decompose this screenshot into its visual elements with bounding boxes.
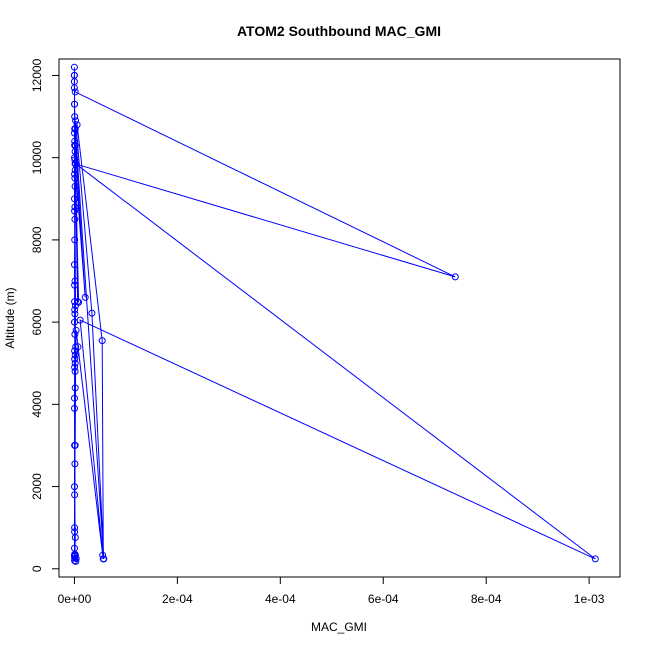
data-point — [71, 154, 78, 162]
y-axis-label: Altitude (m) — [3, 287, 17, 348]
series-layer — [70, 63, 599, 565]
data-point — [591, 555, 599, 563]
data-point — [98, 337, 106, 345]
data-point — [71, 113, 79, 121]
data-point — [88, 309, 96, 317]
data-point — [71, 137, 79, 145]
x-tick-label: 6e-04 — [368, 592, 399, 606]
data-point — [71, 534, 79, 541]
data-point — [71, 261, 78, 269]
data-point — [71, 125, 79, 133]
data-point — [71, 215, 79, 223]
data-point — [72, 302, 79, 310]
y-tick-label: 0 — [30, 565, 44, 572]
data-point — [71, 277, 79, 285]
data-point — [71, 355, 79, 363]
data-point — [71, 351, 79, 359]
data-point — [451, 273, 459, 281]
x-tick-label: 2e-04 — [162, 592, 193, 606]
y-axis: 0 2000 4000 6000 8000 10000 12000 — [30, 58, 59, 572]
data-point — [99, 555, 107, 563]
data-point — [70, 71, 78, 79]
data-point — [71, 483, 78, 491]
data-point — [71, 298, 79, 306]
data-point — [71, 347, 79, 355]
data-point — [71, 394, 78, 402]
data-point — [71, 363, 79, 371]
data-point — [71, 88, 79, 96]
data-point — [71, 550, 79, 558]
data-point — [71, 195, 78, 203]
data-point — [71, 170, 79, 178]
chart-title: ATOM2 Southbound MAC_GMI — [237, 23, 441, 39]
data-point — [71, 141, 79, 149]
data-point — [71, 441, 79, 449]
data-point — [72, 343, 80, 351]
y-tick-label: 8000 — [30, 226, 44, 253]
data-point — [71, 207, 79, 215]
data-point — [71, 367, 79, 375]
x-axis-label: MAC_GMI — [311, 620, 367, 634]
data-point — [99, 551, 107, 559]
y-tick-label: 4000 — [30, 391, 44, 418]
x-axis: 0e+00 2e-04 4e-04 6e-04 8e-04 1e-03 — [58, 577, 605, 606]
data-point — [71, 306, 79, 314]
y-tick-label: 12000 — [30, 58, 44, 92]
y-tick-label: 10000 — [30, 141, 44, 175]
data-point — [70, 63, 78, 71]
data-point — [71, 404, 78, 412]
data-point — [71, 129, 78, 137]
y-tick-label: 2000 — [30, 473, 44, 500]
data-point — [71, 318, 78, 326]
data-point — [71, 182, 79, 190]
plot-frame — [58, 58, 621, 578]
x-tick-label: 8e-04 — [471, 592, 502, 606]
y-tick-label: 6000 — [30, 308, 44, 335]
data-point — [72, 117, 80, 125]
data-point — [72, 326, 80, 334]
x-tick-label: 4e-04 — [265, 592, 296, 606]
data-point — [71, 236, 79, 244]
x-tick-label: 1e-03 — [574, 592, 605, 606]
data-point — [71, 281, 79, 289]
data-point — [71, 330, 79, 338]
data-point — [81, 293, 89, 301]
x-tick-label: 0e+00 — [58, 592, 92, 606]
data-point — [71, 100, 78, 108]
series-line-1 — [73, 67, 596, 562]
data-point — [71, 524, 79, 532]
data-point — [71, 310, 79, 318]
